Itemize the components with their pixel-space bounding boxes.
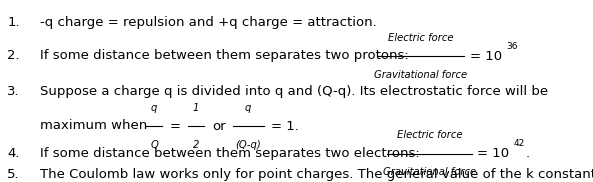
Text: = 1.: = 1. — [271, 120, 299, 133]
Text: If some distance between them separates two protons:: If some distance between them separates … — [40, 49, 409, 62]
Text: 1.: 1. — [7, 16, 20, 29]
Text: Electric force: Electric force — [388, 33, 454, 43]
Text: 2.: 2. — [7, 49, 20, 62]
Text: 3.: 3. — [7, 85, 20, 98]
Text: = 10: = 10 — [477, 147, 509, 160]
Text: maximum when: maximum when — [40, 119, 148, 132]
Text: 42: 42 — [514, 139, 525, 148]
Text: -q charge = repulsion and +q charge = attraction.: -q charge = repulsion and +q charge = at… — [40, 16, 377, 29]
Text: (Q-q): (Q-q) — [235, 140, 261, 150]
Text: Electric force: Electric force — [397, 130, 463, 140]
Text: q: q — [151, 103, 157, 113]
Text: Q: Q — [150, 140, 158, 150]
Text: The Coulomb law works only for point charges. The general value of the k constan: The Coulomb law works only for point cha… — [40, 168, 593, 181]
Text: 1: 1 — [193, 103, 199, 113]
Text: 5.: 5. — [7, 168, 20, 181]
Text: or: or — [212, 120, 226, 133]
Text: 2: 2 — [193, 140, 199, 150]
Text: Gravitational force: Gravitational force — [374, 70, 468, 80]
Text: Suppose a charge q is divided into q and (Q-q). Its electrostatic force will be: Suppose a charge q is divided into q and… — [40, 85, 549, 98]
Text: =: = — [169, 120, 180, 133]
Text: q: q — [245, 103, 251, 113]
Text: .: . — [526, 147, 530, 160]
Text: = 10: = 10 — [470, 50, 502, 63]
Text: If some distance between them separates two electrons:: If some distance between them separates … — [40, 147, 420, 159]
Text: 36: 36 — [506, 42, 518, 51]
Text: 4.: 4. — [7, 147, 20, 159]
Text: Gravitational force: Gravitational force — [383, 167, 477, 177]
